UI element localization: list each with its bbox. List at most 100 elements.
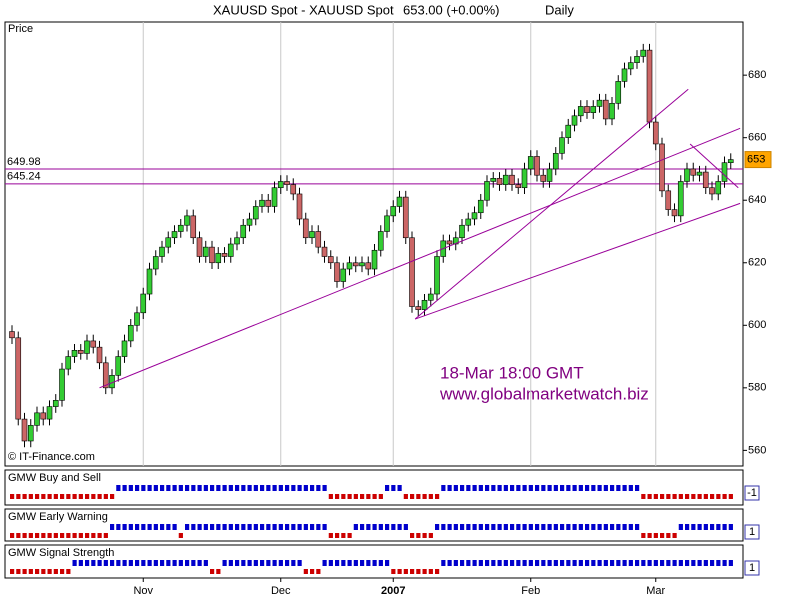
candle-body xyxy=(140,293,147,314)
candle-body xyxy=(577,106,584,117)
signal-block xyxy=(128,560,133,566)
signal-block xyxy=(328,494,333,499)
signal-block xyxy=(253,485,258,491)
candle-body xyxy=(234,237,240,245)
candle-body xyxy=(296,193,303,220)
candle-body xyxy=(221,253,228,257)
signal-block xyxy=(585,485,590,491)
signal-block xyxy=(103,560,108,566)
signal-block xyxy=(266,524,271,530)
signal-block xyxy=(122,524,127,530)
signal-block xyxy=(610,485,615,491)
signal-block xyxy=(591,524,596,530)
signal-block xyxy=(60,494,65,499)
signal-block xyxy=(572,485,577,491)
candle-body xyxy=(134,312,140,326)
signal-block xyxy=(453,485,458,491)
signal-block xyxy=(422,569,427,574)
signal-block xyxy=(303,524,308,530)
signal-block xyxy=(22,569,27,574)
signal-block xyxy=(160,485,165,491)
level-label: 649.98 xyxy=(7,156,41,168)
candle-body xyxy=(321,246,328,257)
signal-block xyxy=(216,524,221,530)
signal-block xyxy=(197,560,202,566)
signal-block xyxy=(678,494,683,499)
candle-body xyxy=(615,81,622,104)
signal-block xyxy=(122,560,127,566)
signal-block xyxy=(672,560,677,566)
signal-block xyxy=(147,485,152,491)
signal-block xyxy=(116,524,121,530)
signal-block xyxy=(53,569,58,574)
x-tick-label: Nov xyxy=(133,585,153,597)
signal-block xyxy=(478,560,483,566)
candle-body xyxy=(365,262,372,270)
signal-block xyxy=(722,560,727,566)
signal-block xyxy=(728,494,733,499)
candle-body xyxy=(77,350,84,354)
candle-body xyxy=(271,187,278,207)
signal-block xyxy=(297,560,302,566)
signal-block xyxy=(97,494,102,499)
signal-block xyxy=(28,494,33,499)
signal-block xyxy=(716,524,721,530)
signal-block xyxy=(603,485,608,491)
signal-block xyxy=(47,569,52,574)
candle-body xyxy=(459,224,465,239)
signal-block xyxy=(710,494,715,499)
candle-body xyxy=(409,237,415,307)
candle-body xyxy=(421,299,428,310)
signal-block xyxy=(585,560,590,566)
signal-block xyxy=(66,533,71,538)
candle-body xyxy=(377,231,384,251)
signal-block xyxy=(322,560,327,566)
signal-block xyxy=(272,524,277,530)
candle-body xyxy=(184,215,190,226)
candle-body xyxy=(59,368,65,401)
signal-block xyxy=(441,485,446,491)
signal-block xyxy=(403,494,408,499)
signal-block xyxy=(116,560,121,566)
signal-block xyxy=(135,485,140,491)
signal-block xyxy=(110,524,115,530)
signal-block xyxy=(322,524,327,530)
signal-block xyxy=(435,524,440,530)
signal-block xyxy=(428,533,433,538)
signal-block xyxy=(647,494,652,499)
signal-block xyxy=(503,485,508,491)
signal-block xyxy=(322,485,327,491)
signal-block xyxy=(566,524,571,530)
x-tick-label: Dec xyxy=(271,585,291,597)
candle-body xyxy=(146,268,153,295)
signal-block xyxy=(616,485,621,491)
y-tick-label: 620 xyxy=(748,257,766,269)
signal-block xyxy=(97,533,102,538)
signal-block xyxy=(110,494,115,499)
signal-block xyxy=(53,533,58,538)
price-marker-label: 653 xyxy=(747,153,765,165)
signal-block xyxy=(166,524,171,530)
signal-block xyxy=(597,485,602,491)
signal-block xyxy=(541,560,546,566)
signal-block xyxy=(641,560,646,566)
signal-block xyxy=(466,560,471,566)
candle-body xyxy=(152,256,159,270)
signal-block xyxy=(16,494,21,499)
panel-label: Price xyxy=(8,23,33,35)
candle-body xyxy=(484,181,490,201)
signal-block xyxy=(435,494,440,499)
candle-body xyxy=(34,412,40,426)
signal-block xyxy=(528,560,533,566)
candle-body xyxy=(490,178,497,182)
candle-body xyxy=(27,425,34,442)
signal-block xyxy=(435,569,440,574)
candle-body xyxy=(590,106,597,113)
candle-body xyxy=(715,181,722,195)
signal-block xyxy=(497,524,502,530)
signal-block xyxy=(391,569,396,574)
chart-title: XAUUSD Spot - XAUUSD Spot xyxy=(213,2,394,17)
candle-body xyxy=(227,243,234,257)
x-tick-label: 2007 xyxy=(381,585,405,597)
candle-body xyxy=(121,340,128,357)
